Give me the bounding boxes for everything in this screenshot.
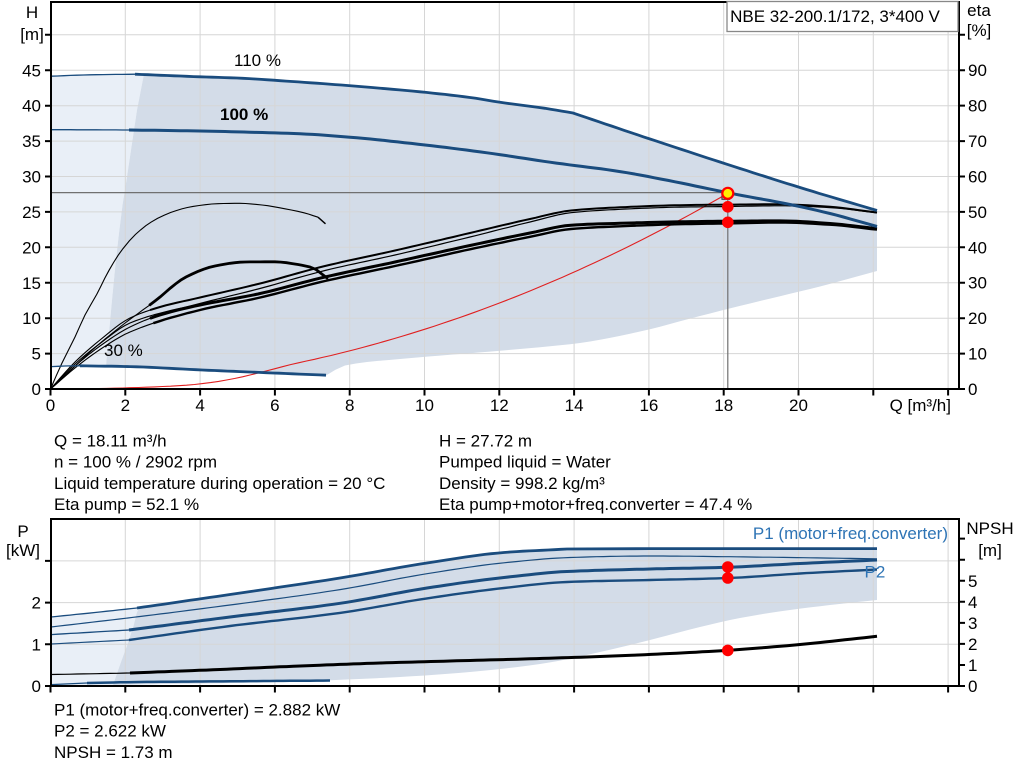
svg-text:P2 = 2.622 kW: P2 = 2.622 kW xyxy=(54,722,166,741)
svg-text:15: 15 xyxy=(22,274,41,293)
svg-text:n = 100 % / 2902 rpm: n = 100 % / 2902 rpm xyxy=(54,453,217,472)
svg-text:12: 12 xyxy=(490,396,509,415)
svg-text:P1 (motor+freq.converter) = 2.: P1 (motor+freq.converter) = 2.882 kW xyxy=(54,701,340,720)
svg-text:2: 2 xyxy=(121,396,130,415)
svg-text:20: 20 xyxy=(789,396,808,415)
svg-text:10: 10 xyxy=(968,345,987,364)
svg-text:2: 2 xyxy=(32,594,41,613)
svg-text:[%]: [%] xyxy=(967,21,992,40)
svg-text:45: 45 xyxy=(22,61,41,80)
svg-text:30 %: 30 % xyxy=(104,341,143,360)
svg-text:Q = 18.11 m³/h: Q = 18.11 m³/h xyxy=(54,432,167,451)
svg-text:0: 0 xyxy=(32,677,41,696)
svg-text:Density = 998.2 kg/m³: Density = 998.2 kg/m³ xyxy=(439,474,605,493)
svg-text:P2: P2 xyxy=(865,563,886,582)
svg-text:H: H xyxy=(26,3,38,22)
svg-text:NPSH: NPSH xyxy=(966,519,1013,538)
svg-text:0: 0 xyxy=(968,677,977,696)
svg-text:10: 10 xyxy=(415,396,434,415)
svg-text:100 %: 100 % xyxy=(220,105,268,124)
svg-text:Q [m³/h]: Q [m³/h] xyxy=(890,396,951,415)
svg-text:NPSH = 1.73 m: NPSH = 1.73 m xyxy=(54,743,173,762)
svg-text:30: 30 xyxy=(22,168,41,187)
svg-text:Pumped liquid = Water: Pumped liquid = Water xyxy=(439,453,611,472)
svg-text:35: 35 xyxy=(22,132,41,151)
svg-text:3: 3 xyxy=(968,614,977,633)
svg-text:70: 70 xyxy=(968,132,987,151)
svg-text:8: 8 xyxy=(345,396,354,415)
svg-text:Liquid temperature during oper: Liquid temperature during operation = 20… xyxy=(54,474,385,493)
svg-text:NBE 32-200.1/172, 3*400 V: NBE 32-200.1/172, 3*400 V xyxy=(730,7,940,26)
svg-text:Eta pump = 52.1 %: Eta pump = 52.1 % xyxy=(54,495,199,514)
svg-text:60: 60 xyxy=(968,168,987,187)
svg-text:14: 14 xyxy=(565,396,584,415)
svg-text:eta: eta xyxy=(967,1,991,20)
svg-text:40: 40 xyxy=(968,238,987,257)
svg-text:[m]: [m] xyxy=(20,25,44,44)
svg-text:P1 (motor+freq.converter): P1 (motor+freq.converter) xyxy=(753,524,948,543)
svg-text:[kW]: [kW] xyxy=(6,541,40,560)
svg-text:1: 1 xyxy=(968,656,977,675)
svg-text:0: 0 xyxy=(32,380,41,399)
svg-text:90: 90 xyxy=(968,61,987,80)
svg-text:80: 80 xyxy=(968,97,987,116)
svg-text:0: 0 xyxy=(968,380,977,399)
svg-text:Eta pump+motor+freq.converter: Eta pump+motor+freq.converter = 47.4 % xyxy=(439,495,752,514)
svg-text:50: 50 xyxy=(968,203,987,222)
svg-text:[m]: [m] xyxy=(978,541,1002,560)
svg-text:0: 0 xyxy=(46,396,55,415)
svg-text:16: 16 xyxy=(639,396,658,415)
svg-text:4: 4 xyxy=(968,593,977,612)
svg-text:18: 18 xyxy=(714,396,733,415)
svg-text:4: 4 xyxy=(195,396,204,415)
svg-text:110 %: 110 % xyxy=(234,51,281,70)
svg-text:H = 27.72 m: H = 27.72 m xyxy=(439,432,532,451)
svg-text:25: 25 xyxy=(22,203,41,222)
svg-text:5: 5 xyxy=(968,572,977,591)
svg-text:6: 6 xyxy=(270,396,279,415)
svg-text:30: 30 xyxy=(968,274,987,293)
svg-text:10: 10 xyxy=(22,309,41,328)
svg-text:5: 5 xyxy=(32,345,41,364)
svg-text:2: 2 xyxy=(968,635,977,654)
svg-text:P: P xyxy=(17,522,28,541)
svg-text:1: 1 xyxy=(32,635,41,654)
svg-text:40: 40 xyxy=(22,97,41,116)
svg-text:20: 20 xyxy=(968,309,987,328)
svg-text:20: 20 xyxy=(22,238,41,257)
